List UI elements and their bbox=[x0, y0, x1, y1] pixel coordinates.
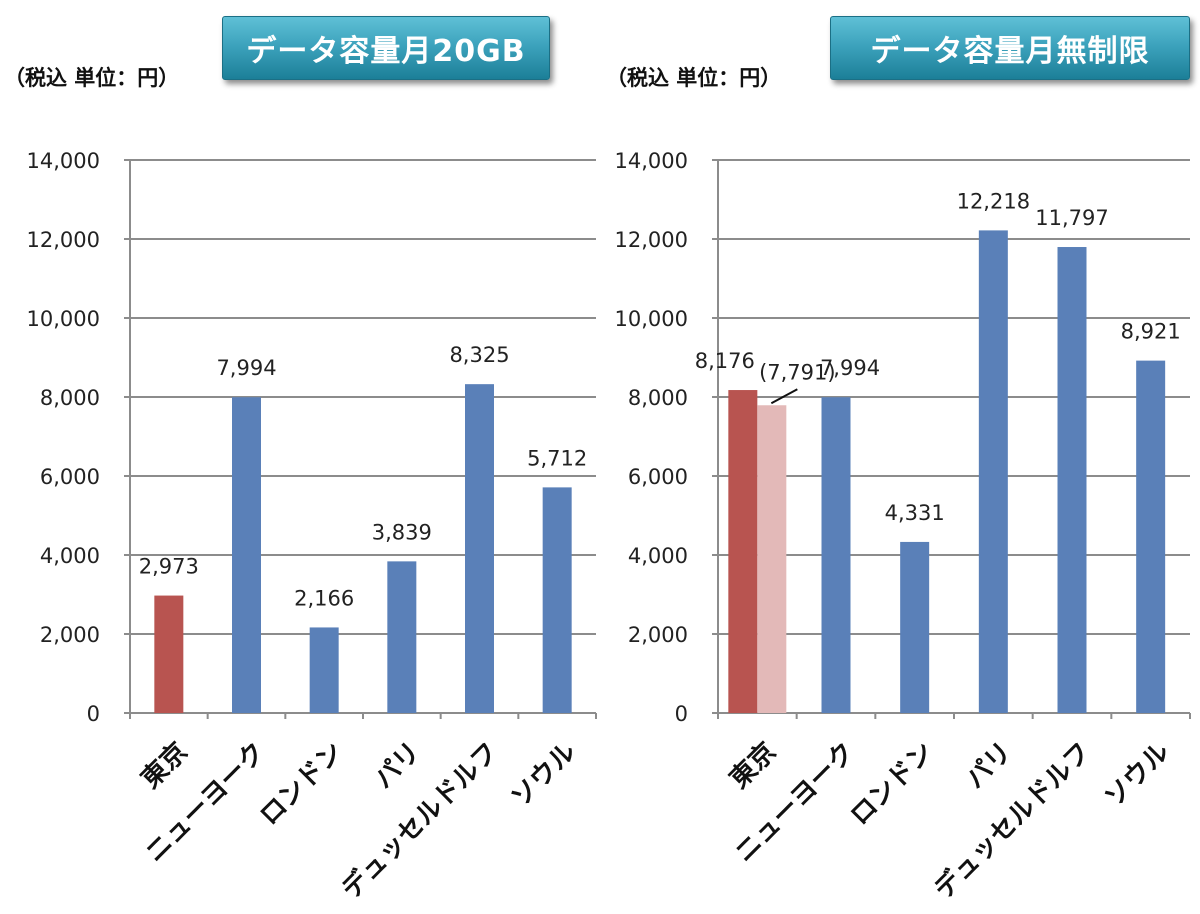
y-tick-label-right-3: 6,000 bbox=[628, 465, 688, 489]
y-tick-label-right-4: 8,000 bbox=[628, 386, 688, 410]
data-label-right-3: 12,218 bbox=[957, 189, 1030, 213]
bar-left-1 bbox=[232, 397, 261, 713]
data-label-left-0: 2,973 bbox=[139, 555, 199, 579]
y-tick-label-left-4: 8,000 bbox=[40, 386, 100, 410]
data-label-extra-right-0: (7,791) bbox=[759, 360, 836, 384]
data-label-left-3: 3,839 bbox=[372, 520, 432, 544]
y-tick-label-right-5: 10,000 bbox=[615, 307, 688, 331]
bar-right-4 bbox=[1057, 247, 1087, 713]
bar-right-0 bbox=[728, 390, 758, 713]
y-tick-label-left-5: 10,000 bbox=[27, 307, 100, 331]
y-tick-label-right-1: 2,000 bbox=[628, 623, 688, 647]
leader-line-right-0 bbox=[770, 388, 798, 405]
bar-left-0 bbox=[154, 595, 184, 713]
y-tick-label-right-7: 14,000 bbox=[615, 149, 688, 173]
y-tick-label-right-6: 12,000 bbox=[615, 228, 688, 252]
y-tick-label-right-0: 0 bbox=[675, 702, 688, 726]
bar-right-1 bbox=[821, 397, 851, 713]
category-label-right-3: パリ bbox=[960, 737, 1018, 795]
bar-right-5 bbox=[1136, 360, 1166, 713]
data-label-left-1: 7,994 bbox=[216, 356, 276, 380]
category-label-left-3: パリ bbox=[369, 737, 427, 795]
data-label-left-2: 2,166 bbox=[294, 586, 354, 610]
y-tick-label-left-7: 14,000 bbox=[27, 149, 100, 173]
category-label-right-2: ロンドン bbox=[845, 737, 940, 832]
bar-left-4 bbox=[465, 384, 494, 713]
bar-left-5 bbox=[542, 487, 572, 713]
y-tick-label-left-2: 4,000 bbox=[40, 544, 100, 568]
data-label-right-0: 8,176 bbox=[695, 349, 755, 373]
y-tick-label-left-3: 6,000 bbox=[40, 465, 100, 489]
data-label-right-5: 8,921 bbox=[1121, 320, 1181, 344]
data-label-left-5: 5,712 bbox=[527, 446, 587, 470]
unit-label-left: （税込 単位：円） bbox=[4, 66, 180, 90]
data-label-right-1: 7,994 bbox=[820, 356, 880, 380]
data-label-right-4: 11,797 bbox=[1035, 206, 1108, 230]
data-label-left-4: 8,325 bbox=[449, 343, 509, 367]
bar-right-3 bbox=[978, 230, 1008, 713]
category-label-right-5: ソウル bbox=[1099, 737, 1175, 813]
chart-title-right: データ容量月無制限 bbox=[830, 16, 1190, 80]
category-label-left-5: ソウル bbox=[506, 737, 582, 813]
data-label-right-2: 4,331 bbox=[885, 501, 945, 525]
category-label-left-2: ロンドン bbox=[254, 737, 349, 832]
chart-title-left: データ容量月20GB bbox=[222, 16, 550, 80]
bar-left-2 bbox=[309, 627, 339, 713]
y-tick-label-right-2: 4,000 bbox=[628, 544, 688, 568]
y-tick-label-left-1: 2,000 bbox=[40, 623, 100, 647]
bar-extra-right-0 bbox=[757, 405, 787, 713]
category-label-right-0: 東京 bbox=[724, 736, 783, 795]
y-tick-label-left-0: 0 bbox=[87, 702, 100, 726]
category-label-left-0: 東京 bbox=[135, 736, 194, 795]
unit-label-right: （税込 単位：円） bbox=[606, 66, 782, 90]
bar-right-2 bbox=[900, 541, 930, 713]
bar-left-3 bbox=[387, 561, 417, 713]
y-tick-label-left-6: 12,000 bbox=[27, 228, 100, 252]
